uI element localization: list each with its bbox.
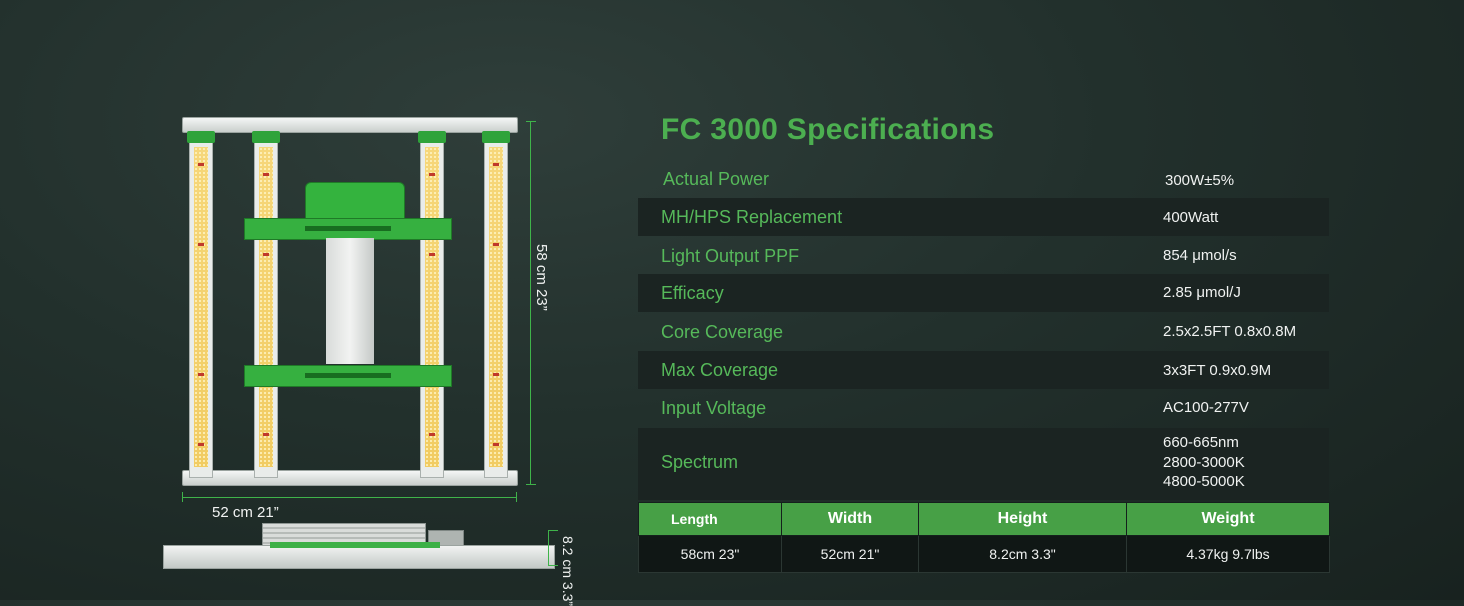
column-header-length: Length bbox=[638, 502, 782, 536]
spec-value: 2800-3000K bbox=[1163, 453, 1245, 471]
spec-row-core-coverage: Core Coverage 2.5x2.5FT 0.8x0.8M bbox=[638, 312, 1329, 350]
cell-width: 52cm 21" bbox=[781, 535, 919, 573]
led-strip bbox=[187, 131, 215, 478]
led-strip bbox=[482, 131, 510, 478]
column-header-height: Height bbox=[918, 502, 1127, 536]
spec-label: Core Coverage bbox=[661, 322, 784, 342]
spec-value: AC100-277V bbox=[1163, 399, 1249, 416]
dimensions-table: Length Width Height Weight 58cm 23" 52cm… bbox=[638, 502, 1330, 573]
spec-value: 300W±5% bbox=[1165, 172, 1235, 189]
spec-label: Actual Power bbox=[663, 169, 770, 189]
spec-label: Light Output PPF bbox=[661, 246, 800, 266]
spec-label: Max Coverage bbox=[661, 360, 779, 380]
cell-height: 8.2cm 3.3" bbox=[918, 535, 1127, 573]
width-dimension-tick bbox=[182, 492, 183, 502]
spec-row-efficacy: Efficacy 2.85 μmol/J bbox=[638, 274, 1329, 312]
height-dimension-tick bbox=[548, 565, 558, 566]
spec-row-spectrum: Spectrum 660-665nm 2800-3000K 4800-5000K bbox=[638, 428, 1329, 500]
lower-bracket bbox=[244, 365, 452, 387]
top-frame-bar bbox=[182, 117, 518, 133]
length-dimension-line bbox=[530, 121, 531, 485]
width-dimension-tick bbox=[516, 492, 517, 502]
spec-value: 4800-5000K bbox=[1163, 473, 1245, 490]
led-strip bbox=[252, 131, 280, 478]
bottom-frame-bar bbox=[182, 470, 518, 486]
spec-value-list: 660-665nm 2800-3000K 4800-5000K bbox=[1163, 433, 1245, 492]
spec-value: 854 μmol/s bbox=[1163, 247, 1237, 264]
width-dimension-label: 52 cm 21” bbox=[212, 504, 279, 521]
spec-row-input-voltage: Input Voltage AC100-277V bbox=[638, 389, 1329, 427]
spec-value: 2.5x2.5FT 0.8x0.8M bbox=[1163, 323, 1297, 340]
page-title: FC 3000 Specifications bbox=[661, 113, 995, 146]
table-row: 58cm 23" 52cm 21" 8.2cm 3.3" 4.37kg 9.7l… bbox=[638, 535, 1330, 573]
length-dimension-label: 58 cm 23” bbox=[533, 244, 550, 311]
led-strip bbox=[418, 131, 446, 478]
spec-value: 400Watt bbox=[1163, 209, 1219, 226]
spec-value: 2.85 μmol/J bbox=[1163, 284, 1241, 301]
height-dimension-label: 8.2 cm 3.3” bbox=[560, 536, 576, 606]
spec-label: Input Voltage bbox=[661, 398, 767, 418]
column-header-width: Width bbox=[781, 502, 919, 536]
length-dimension-tick bbox=[526, 121, 536, 122]
column-header-weight: Weight bbox=[1126, 502, 1330, 536]
spec-value: 3x3FT 0.9x0.9M bbox=[1163, 362, 1272, 379]
height-dimension-tick bbox=[548, 530, 558, 531]
length-dimension-tick bbox=[526, 484, 536, 485]
spec-label: Spectrum bbox=[661, 452, 739, 472]
height-dimension-line bbox=[548, 530, 549, 566]
spec-row-actual-power: Actual Power 300W±5% bbox=[638, 160, 1329, 198]
cell-weight: 4.37kg 9.7lbs bbox=[1126, 535, 1330, 573]
spec-value: 660-665nm bbox=[1163, 434, 1239, 451]
spec-row-mh-hps-replacement: MH/HPS Replacement 400Watt bbox=[638, 198, 1329, 236]
spec-label: Efficacy bbox=[661, 283, 724, 303]
driver-post bbox=[326, 238, 374, 364]
width-dimension-line bbox=[182, 497, 517, 498]
spec-row-light-output-ppf: Light Output PPF 854 μmol/s bbox=[638, 236, 1329, 274]
table-header-row: Length Width Height Weight bbox=[638, 502, 1330, 536]
spec-label: MH/HPS Replacement bbox=[661, 207, 843, 227]
upper-bracket bbox=[244, 218, 452, 240]
spec-row-max-coverage: Max Coverage 3x3FT 0.9x0.9M bbox=[638, 351, 1329, 389]
cell-length: 58cm 23" bbox=[638, 535, 782, 573]
